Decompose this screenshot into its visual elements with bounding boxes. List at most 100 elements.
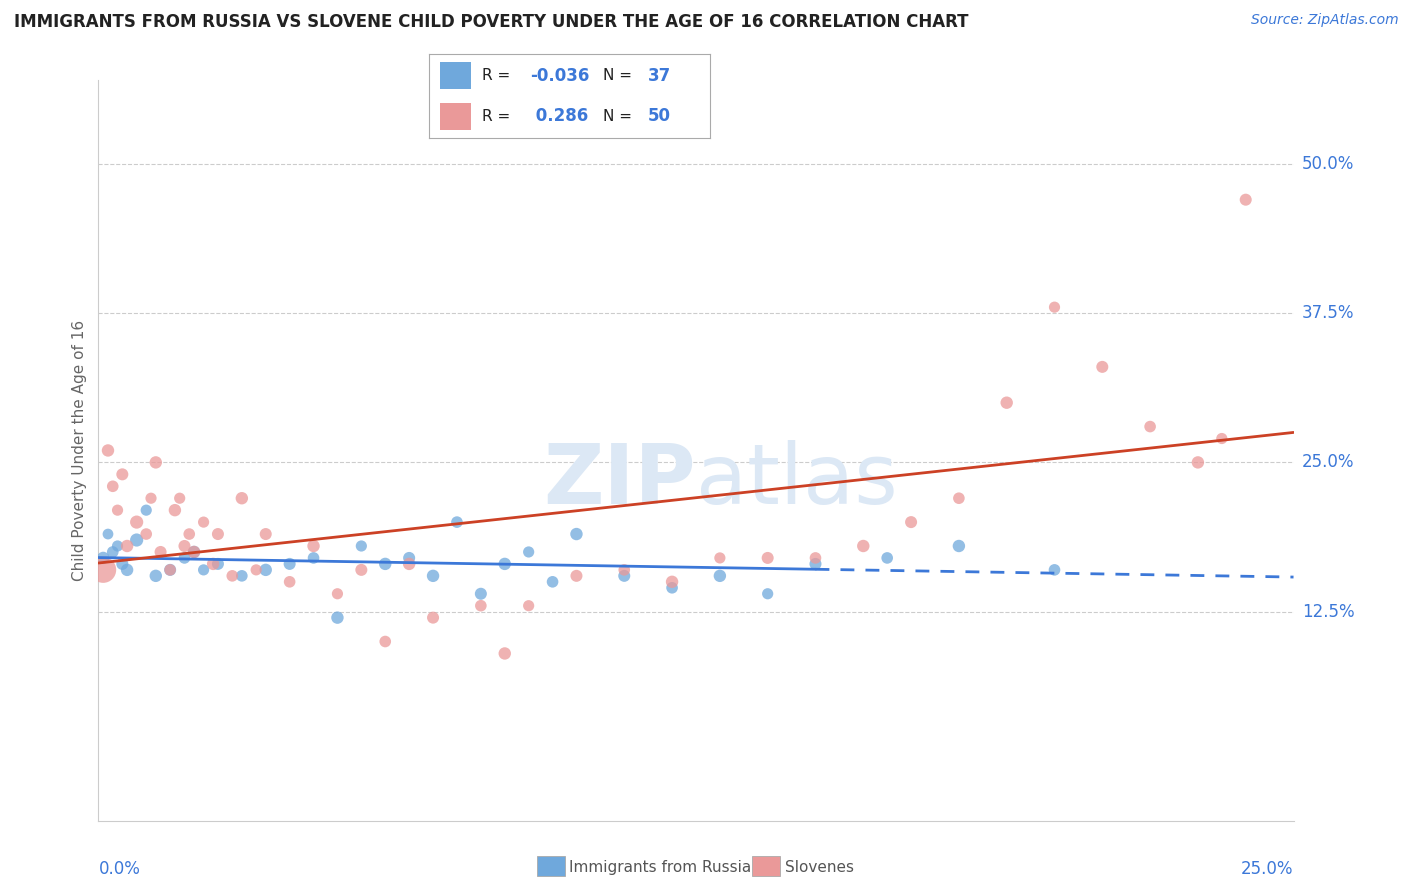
Point bbox=[115, 539, 138, 553]
Point bbox=[159, 563, 181, 577]
Text: 12.5%: 12.5% bbox=[1302, 603, 1354, 621]
Point bbox=[756, 550, 779, 565]
Point bbox=[159, 563, 181, 577]
Text: 25.0%: 25.0% bbox=[1302, 453, 1354, 471]
Point bbox=[173, 550, 195, 565]
Point bbox=[876, 550, 898, 565]
Point bbox=[398, 550, 420, 565]
Point bbox=[1043, 563, 1066, 577]
Point bbox=[326, 587, 349, 601]
Point bbox=[613, 563, 636, 577]
Text: atlas: atlas bbox=[696, 440, 897, 521]
Point bbox=[149, 545, 172, 559]
Point bbox=[1187, 455, 1209, 469]
Point bbox=[173, 539, 195, 553]
Point bbox=[302, 550, 325, 565]
Point bbox=[111, 557, 134, 571]
Point bbox=[231, 569, 253, 583]
Point bbox=[756, 587, 779, 601]
Point bbox=[900, 515, 922, 529]
Point bbox=[193, 515, 215, 529]
Point bbox=[278, 574, 301, 589]
Point bbox=[97, 443, 120, 458]
Point bbox=[91, 550, 114, 565]
Point bbox=[107, 539, 129, 553]
Point bbox=[302, 539, 325, 553]
Point bbox=[422, 569, 444, 583]
Bar bbox=[440, 103, 471, 130]
Point bbox=[145, 455, 167, 469]
Point bbox=[565, 527, 588, 541]
Text: N =: N = bbox=[603, 109, 633, 124]
Point bbox=[183, 545, 205, 559]
Point bbox=[422, 610, 444, 624]
Point bbox=[470, 587, 492, 601]
Text: Immigrants from Russia: Immigrants from Russia bbox=[569, 860, 752, 874]
Point bbox=[101, 545, 124, 559]
Point bbox=[163, 503, 186, 517]
Point bbox=[135, 503, 157, 517]
Point bbox=[517, 545, 540, 559]
Point bbox=[446, 515, 468, 529]
Point bbox=[254, 563, 277, 577]
Point bbox=[278, 557, 301, 571]
Point bbox=[115, 563, 138, 577]
Point bbox=[852, 539, 875, 553]
Text: N =: N = bbox=[603, 68, 633, 83]
Point bbox=[125, 515, 148, 529]
Text: IMMIGRANTS FROM RUSSIA VS SLOVENE CHILD POVERTY UNDER THE AGE OF 16 CORRELATION : IMMIGRANTS FROM RUSSIA VS SLOVENE CHILD … bbox=[14, 13, 969, 31]
Text: R =: R = bbox=[482, 109, 510, 124]
Text: 0.286: 0.286 bbox=[530, 107, 588, 125]
Point bbox=[350, 563, 373, 577]
Point bbox=[804, 550, 827, 565]
Bar bbox=[440, 62, 471, 89]
Text: 37: 37 bbox=[648, 67, 672, 85]
Point bbox=[1139, 419, 1161, 434]
Point bbox=[948, 539, 970, 553]
Text: 25.0%: 25.0% bbox=[1241, 860, 1294, 878]
Point bbox=[179, 527, 201, 541]
Y-axis label: Child Poverty Under the Age of 16: Child Poverty Under the Age of 16 bbox=[72, 320, 87, 581]
Point bbox=[709, 569, 731, 583]
Point bbox=[91, 563, 114, 577]
Point bbox=[494, 647, 516, 661]
Point bbox=[398, 557, 420, 571]
Point bbox=[97, 527, 120, 541]
Point bbox=[494, 557, 516, 571]
Point bbox=[374, 557, 396, 571]
Point bbox=[125, 533, 148, 547]
Point bbox=[183, 545, 205, 559]
Point bbox=[207, 557, 229, 571]
Text: ZIP: ZIP bbox=[544, 440, 696, 521]
Text: 50: 50 bbox=[648, 107, 671, 125]
Point bbox=[1091, 359, 1114, 374]
Point bbox=[145, 569, 167, 583]
Text: 50.0%: 50.0% bbox=[1302, 155, 1354, 173]
Point bbox=[995, 395, 1018, 409]
Point bbox=[374, 634, 396, 648]
Point bbox=[541, 574, 564, 589]
Point bbox=[613, 569, 636, 583]
Point bbox=[111, 467, 134, 482]
Point bbox=[101, 479, 124, 493]
Point bbox=[1043, 300, 1066, 314]
Point bbox=[709, 550, 731, 565]
Point bbox=[245, 563, 267, 577]
Text: 37.5%: 37.5% bbox=[1302, 304, 1354, 322]
Point bbox=[193, 563, 215, 577]
Point bbox=[1211, 432, 1233, 446]
Point bbox=[1234, 193, 1257, 207]
Text: -0.036: -0.036 bbox=[530, 67, 589, 85]
Point bbox=[107, 503, 129, 517]
Point bbox=[661, 574, 683, 589]
Point bbox=[517, 599, 540, 613]
Point bbox=[948, 491, 970, 506]
Point bbox=[169, 491, 191, 506]
Point bbox=[326, 610, 349, 624]
Point bbox=[139, 491, 162, 506]
Text: 0.0%: 0.0% bbox=[98, 860, 141, 878]
Point bbox=[565, 569, 588, 583]
Text: Source: ZipAtlas.com: Source: ZipAtlas.com bbox=[1251, 13, 1399, 28]
Text: Slovenes: Slovenes bbox=[785, 860, 853, 874]
Point bbox=[202, 557, 225, 571]
